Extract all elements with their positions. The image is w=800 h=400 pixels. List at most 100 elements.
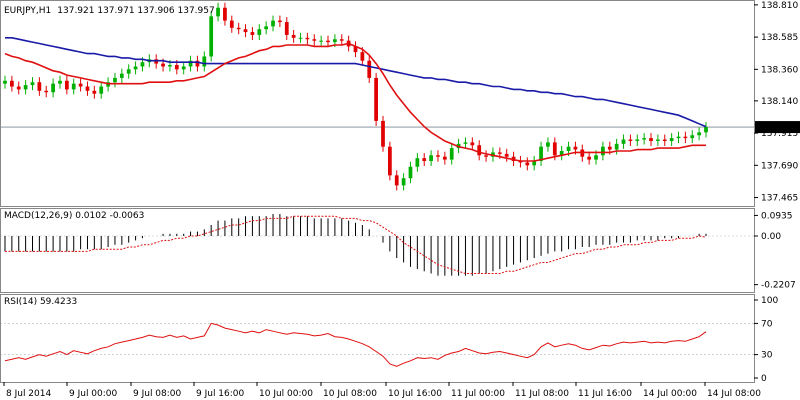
rsi-pane[interactable] — [0, 322, 754, 367]
candle-bear — [628, 139, 633, 141]
candle-bull — [401, 178, 406, 186]
rsi-tick-label: 100 — [761, 296, 778, 306]
candle-bull — [690, 135, 695, 139]
symbol-name: EURJPY,H1 — [4, 6, 51, 16]
candle-bear — [44, 90, 49, 93]
candle-bear — [236, 27, 241, 30]
candle-bear — [229, 20, 234, 28]
rsi-line — [4, 322, 707, 367]
x-tick-label: 10 Jul 08:00 — [323, 389, 377, 399]
x-tick-label: 9 Jul 00:00 — [69, 389, 118, 399]
price-pane[interactable] — [0, 2, 754, 191]
candle-bull — [532, 161, 537, 166]
x-tick-label: 11 Jul 16:00 — [578, 389, 632, 399]
candle-bull — [140, 62, 145, 67]
candle-bear — [484, 155, 488, 157]
candle-bull — [51, 83, 55, 93]
price-tick-label: 138.585 — [761, 33, 798, 43]
candle-bull — [559, 150, 564, 156]
macd-frame — [0, 208, 755, 293]
candle-bear — [92, 90, 97, 94]
candle-bull — [669, 138, 674, 141]
candle-bear — [607, 146, 612, 150]
candle-bear — [662, 139, 667, 141]
candle-bear — [470, 142, 475, 146]
price-tick-label: 138.140 — [761, 97, 798, 107]
candle-bull — [168, 65, 172, 67]
x-tick-label: 8 Jul 2014 — [6, 389, 51, 399]
x-tick-label: 9 Jul 08:00 — [133, 389, 182, 399]
symbol-label: EURJPY,H1 137.921 137.971 137.906 137.957 — [4, 6, 215, 16]
candle-bull — [99, 86, 104, 94]
candle-bull — [408, 166, 413, 179]
rsi-frame — [0, 294, 755, 383]
candle-bear — [339, 39, 344, 41]
candle-bear — [367, 60, 372, 78]
candle-bear — [16, 86, 21, 90]
x-tick-label: 9 Jul 16:00 — [196, 389, 245, 399]
candle-bull — [30, 82, 35, 86]
candle-bear — [504, 153, 509, 157]
candle-bear — [477, 145, 482, 156]
price-frame — [0, 0, 755, 207]
candle-bull — [216, 7, 220, 17]
candle-bull — [71, 83, 76, 90]
candle-bear — [326, 40, 330, 43]
candle-bear — [243, 29, 248, 33]
macd-title: MACD(12,26,9) 0.0102 -0.0063 — [4, 211, 144, 221]
candle-bull — [119, 73, 124, 78]
price-tick-label: 138.810 — [761, 1, 798, 11]
price-tick-label: 138.360 — [761, 65, 798, 75]
fast-ma-line — [4, 42, 706, 162]
macd-tick-label: -0.2207 — [761, 281, 796, 291]
candle-bear — [305, 37, 310, 40]
candle-bear — [525, 162, 530, 166]
candle-bull — [23, 85, 28, 90]
x-tick-label: 10 Jul 16:00 — [388, 389, 442, 399]
x-tick-label: 10 Jul 00:00 — [259, 389, 313, 399]
candle-bull — [621, 139, 626, 144]
candle-bull — [188, 60, 193, 67]
candle-bull — [58, 80, 62, 84]
candle-bear — [573, 146, 578, 150]
price-tick-label: 137.915 — [761, 129, 798, 139]
x-tick-label: 14 Jul 08:00 — [707, 389, 761, 399]
price-tag-label: 137.957 — [759, 123, 796, 133]
macd-tick-label: 0.00 — [761, 232, 781, 242]
candle-bull — [415, 158, 420, 167]
candle-bull — [449, 148, 454, 160]
candle-bull — [319, 40, 324, 42]
candle-bear — [374, 77, 378, 121]
candle-bear — [284, 22, 289, 35]
candle-bear — [10, 80, 14, 87]
candle-bear — [85, 86, 90, 91]
candle-bear — [381, 120, 385, 147]
candle-bull — [594, 155, 598, 160]
candle-bull — [298, 37, 303, 39]
candle-bear — [422, 158, 427, 162]
candle-bear — [250, 32, 255, 35]
candle-bull — [333, 39, 337, 43]
candle-bear — [387, 146, 392, 176]
macd-pane[interactable] — [0, 213, 754, 276]
x-tick-label: 14 Jul 00:00 — [643, 389, 697, 399]
candle-bull — [126, 69, 131, 74]
candle-bull — [642, 138, 647, 140]
rsi-tick-label: 30 — [761, 351, 773, 361]
candle-bull — [133, 66, 138, 70]
candle-bear — [78, 83, 83, 87]
candle-bear — [360, 52, 365, 61]
x-tick-label: 11 Jul 00:00 — [451, 389, 505, 399]
candle-bull — [271, 20, 275, 27]
candle-bull — [546, 142, 550, 147]
candle-bear — [353, 46, 358, 53]
ohlc-values: 137.921 137.971 137.906 137.957 — [57, 6, 214, 16]
candle-bull — [676, 136, 681, 139]
candle-bear — [649, 138, 653, 141]
candle-bull — [209, 16, 214, 57]
price-tag-box — [755, 121, 800, 134]
candle-bear — [278, 20, 282, 23]
candle-bear — [174, 65, 179, 70]
